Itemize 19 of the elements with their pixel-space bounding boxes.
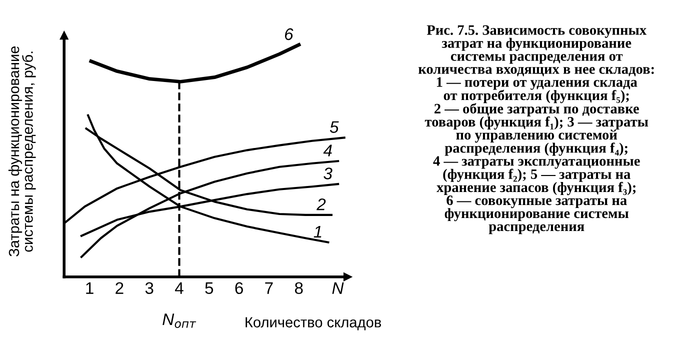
- x-tick-label: 5: [205, 282, 214, 294]
- chart-title: Рис. 7.5. Зависимость совокупных затрат на функционирование системы распределения от количества входящих в нее складов: 1 — потери от удаления склада от потребителя (функция f₅); 2 — общие затраты по доставке товаров (функция f₁); 3 — затраты по управлению системой распределения (функция f₄); 4 — затраты эксплуатационные (функция f₂); 5 — затраты на хранение запасов (функция f₃); 6 — совокупные затраты на функционирование системы распределения: [418, 25, 654, 234]
- series-label: 3: [324, 168, 332, 180]
- x-tick-label: 2: [116, 282, 124, 294]
- x-tick-label: 7: [265, 282, 273, 294]
- x-tick-label: 4: [175, 282, 184, 294]
- series-label: 6: [284, 28, 294, 40]
- x-tick-label: 3: [145, 282, 154, 294]
- series-label: 2: [316, 198, 326, 210]
- series-label: 4: [323, 144, 332, 156]
- x-tick-label: 8: [294, 282, 303, 294]
- x-axis-title: Количество складов: [246, 317, 382, 330]
- x-tick-label: 1: [86, 282, 94, 294]
- y-axis-title: Затраты на функционирование системы распределения, руб.: [8, 46, 36, 256]
- x-tick-label: N: [332, 282, 344, 294]
- series-label: 5: [330, 121, 339, 133]
- x-tick-label: 6: [235, 282, 243, 294]
- text: N$_{опт}$: [162, 314, 196, 328]
- series-label: 1: [314, 226, 322, 238]
